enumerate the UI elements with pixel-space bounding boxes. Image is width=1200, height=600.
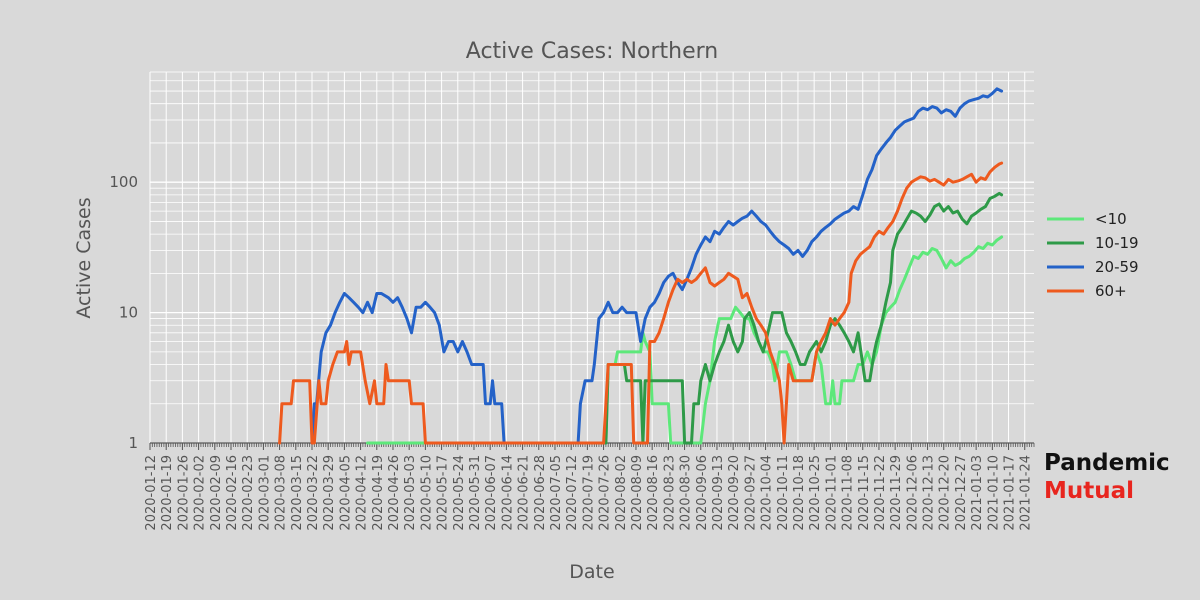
x-tick-label: 2020-10-25 xyxy=(808,455,823,531)
x-tick-label: 2020-11-08 xyxy=(841,455,856,531)
x-tick-label: 2020-11-01 xyxy=(824,455,839,531)
x-tick-label: 2020-02-16 xyxy=(225,455,240,531)
x-tick-label: 2020-05-24 xyxy=(452,455,467,531)
x-tick-label: 2020-09-13 xyxy=(711,455,726,531)
x-tick-label: 2020-07-12 xyxy=(565,455,580,531)
legend-label-under-10: <10 xyxy=(1095,210,1127,228)
y-axis: 1 10 100 xyxy=(109,173,138,452)
y-tick-label: 10 xyxy=(119,304,138,322)
x-tick-label: 2020-08-16 xyxy=(646,455,661,531)
x-tick-label: 2020-09-20 xyxy=(727,455,742,531)
x-axis: 2020-01-12 2020-01-19 2020-01-26 2020-02-02… xyxy=(144,442,1035,531)
x-tick-label: 2020-06-07 xyxy=(484,455,499,531)
brand-name-line1: Pandemic xyxy=(1044,450,1170,476)
legend-label-20-59: 20-59 xyxy=(1095,258,1139,276)
x-tick-label: 2021-01-17 xyxy=(1003,455,1018,531)
x-tick-label: 2020-04-05 xyxy=(338,455,353,531)
x-tick-label: 2020-12-20 xyxy=(938,455,953,531)
x-tick-label: 2020-02-02 xyxy=(193,455,208,531)
series-lines xyxy=(278,87,1004,445)
x-tick-label: 2020-05-31 xyxy=(468,455,483,531)
x-tick-label: 2021-01-10 xyxy=(986,455,1001,531)
x-tick-label: 2020-09-27 xyxy=(743,455,758,531)
x-tick-label: 2020-07-26 xyxy=(598,455,613,531)
x-tick-label: 2020-03-22 xyxy=(306,455,321,531)
x-tick-label: 2020-03-08 xyxy=(274,455,289,531)
x-tick-label: 2020-11-22 xyxy=(873,455,888,531)
x-tick-label: 2020-06-28 xyxy=(533,455,548,531)
x-tick-label: 2020-03-29 xyxy=(322,455,337,531)
series-line-10-19 xyxy=(599,191,1004,445)
series-line-60 xyxy=(278,161,1004,445)
gridlines xyxy=(149,71,1034,444)
x-tick-label: 2020-05-03 xyxy=(403,455,418,531)
x-tick-label: 2020-07-05 xyxy=(549,455,564,531)
x-tick-label: 2020-10-04 xyxy=(760,455,775,531)
legend: <10 10-19 20-59 60+ xyxy=(1047,210,1139,300)
x-tick-label: 2020-08-23 xyxy=(662,455,677,531)
x-tick-label: 2020-11-15 xyxy=(857,455,872,531)
x-tick-label: 2020-01-26 xyxy=(176,455,191,531)
x-tick-label: 2020-11-29 xyxy=(889,455,904,531)
x-tick-label: 2020-05-10 xyxy=(419,455,434,531)
legend-label-60-: 60+ xyxy=(1095,282,1127,300)
x-tick-label: 2020-07-19 xyxy=(581,455,596,531)
y-tick-label: 1 xyxy=(128,434,138,452)
series-line-under-10 xyxy=(366,235,1004,445)
x-tick-label: 2020-06-14 xyxy=(500,455,515,531)
y-axis-title: Active Cases xyxy=(73,197,95,318)
x-tick-label: 2020-02-23 xyxy=(241,455,256,531)
brand-name-line2: Mutual xyxy=(1044,478,1135,504)
x-tick-label: 2020-02-09 xyxy=(209,455,224,531)
x-tick-label: 2020-06-21 xyxy=(517,455,532,531)
x-axis-title: Date xyxy=(569,561,614,583)
x-tick-label: 2020-04-26 xyxy=(387,455,402,531)
chart-title: Active Cases: Northern xyxy=(466,39,718,64)
y-tick-label: 100 xyxy=(109,173,138,191)
x-tick-label: 2020-08-09 xyxy=(630,455,645,531)
x-tick-label: 2020-05-17 xyxy=(436,455,451,531)
x-tick-label: 2020-12-06 xyxy=(905,455,920,531)
x-tick-label: 2021-01-24 xyxy=(1019,455,1034,531)
x-tick-label: 2020-03-01 xyxy=(257,455,272,531)
x-tick-label: 2020-04-12 xyxy=(355,455,370,531)
x-tick-label: 2020-09-06 xyxy=(695,455,710,531)
x-tick-label: 2021-01-03 xyxy=(970,455,985,531)
x-tick-label: 2020-01-12 xyxy=(144,455,159,531)
x-tick-label: 2020-10-18 xyxy=(792,455,807,531)
x-tick-label: 2020-01-19 xyxy=(160,455,175,531)
plot-background xyxy=(150,72,1034,443)
x-tick-label: 2020-08-02 xyxy=(614,455,629,531)
plot-area xyxy=(150,72,1034,443)
x-tick-label: 2020-12-13 xyxy=(922,455,937,531)
x-tick-label: 2020-10-11 xyxy=(776,455,791,531)
x-tick-label: 2020-08-30 xyxy=(679,455,694,531)
x-tick-label: 2020-12-27 xyxy=(954,455,969,531)
x-tick-label: 2020-03-15 xyxy=(290,455,305,531)
legend-label-10-19: 10-19 xyxy=(1095,234,1139,252)
x-tick-label: 2020-04-19 xyxy=(371,455,386,531)
